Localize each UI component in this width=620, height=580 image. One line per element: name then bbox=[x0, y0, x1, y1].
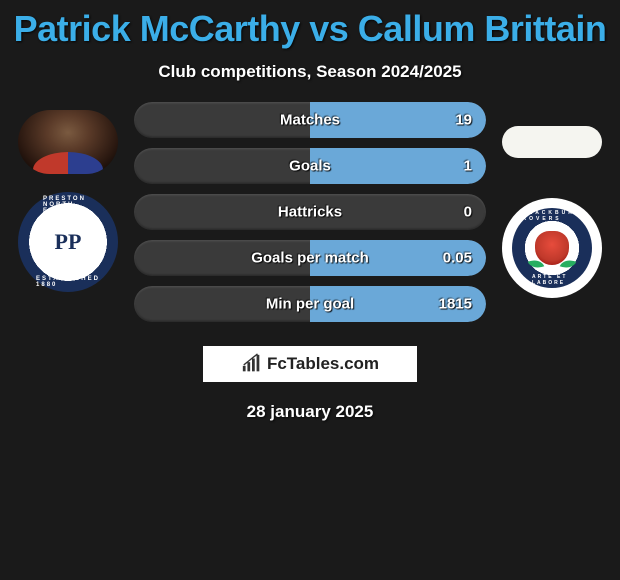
subtitle: Club competitions, Season 2024/2025 bbox=[0, 62, 620, 82]
stat-value-right: 19 bbox=[455, 112, 472, 129]
stats-bars: Matches 19 Goals 1 Hattricks 0 Goals per match… bbox=[128, 102, 492, 332]
page-title: Patrick McCarthy vs Callum Brittain bbox=[0, 0, 620, 50]
club-right-badge: BLACKBURN ROVERS ARTE ET LABORE bbox=[502, 198, 602, 298]
stat-value-right: 0 bbox=[464, 204, 472, 221]
rose-icon bbox=[535, 231, 569, 265]
stat-row: Matches 19 bbox=[134, 102, 486, 138]
comparison-container: PRESTON NORTH END ESTABLISHED 1880 Match… bbox=[0, 102, 620, 332]
club-left-ring-top: PRESTON NORTH END bbox=[43, 196, 93, 214]
club-left-badge: PRESTON NORTH END ESTABLISHED 1880 bbox=[18, 192, 118, 292]
player-left-photo bbox=[18, 110, 118, 174]
stat-label: Matches bbox=[280, 112, 340, 129]
player-right-photo bbox=[502, 126, 602, 158]
player-right-column: BLACKBURN ROVERS ARTE ET LABORE bbox=[492, 102, 612, 298]
date-text: 28 january 2025 bbox=[0, 402, 620, 422]
stat-label: Hattricks bbox=[278, 204, 342, 221]
club-right-ring-top: BLACKBURN ROVERS bbox=[523, 210, 582, 222]
stat-label: Goals bbox=[289, 158, 331, 175]
stat-value-right: 1 bbox=[464, 158, 472, 175]
club-left-ring-bot: ESTABLISHED 1880 bbox=[36, 276, 100, 288]
stat-row: Min per goal 1815 bbox=[134, 286, 486, 322]
player-left-column: PRESTON NORTH END ESTABLISHED 1880 bbox=[8, 102, 128, 292]
stat-label: Min per goal bbox=[266, 296, 354, 313]
chart-icon bbox=[241, 353, 263, 375]
stat-row: Hattricks 0 bbox=[134, 194, 486, 230]
brand-footer[interactable]: FcTables.com bbox=[203, 346, 417, 382]
stat-value-right: 0.05 bbox=[443, 250, 472, 267]
club-right-ring-bot: ARTE ET LABORE bbox=[532, 274, 572, 286]
stat-row: Goals per match 0.05 bbox=[134, 240, 486, 276]
stat-value-right: 1815 bbox=[439, 296, 472, 313]
stat-row: Goals 1 bbox=[134, 148, 486, 184]
brand-text: FcTables.com bbox=[267, 354, 379, 374]
stat-label: Goals per match bbox=[251, 250, 369, 267]
